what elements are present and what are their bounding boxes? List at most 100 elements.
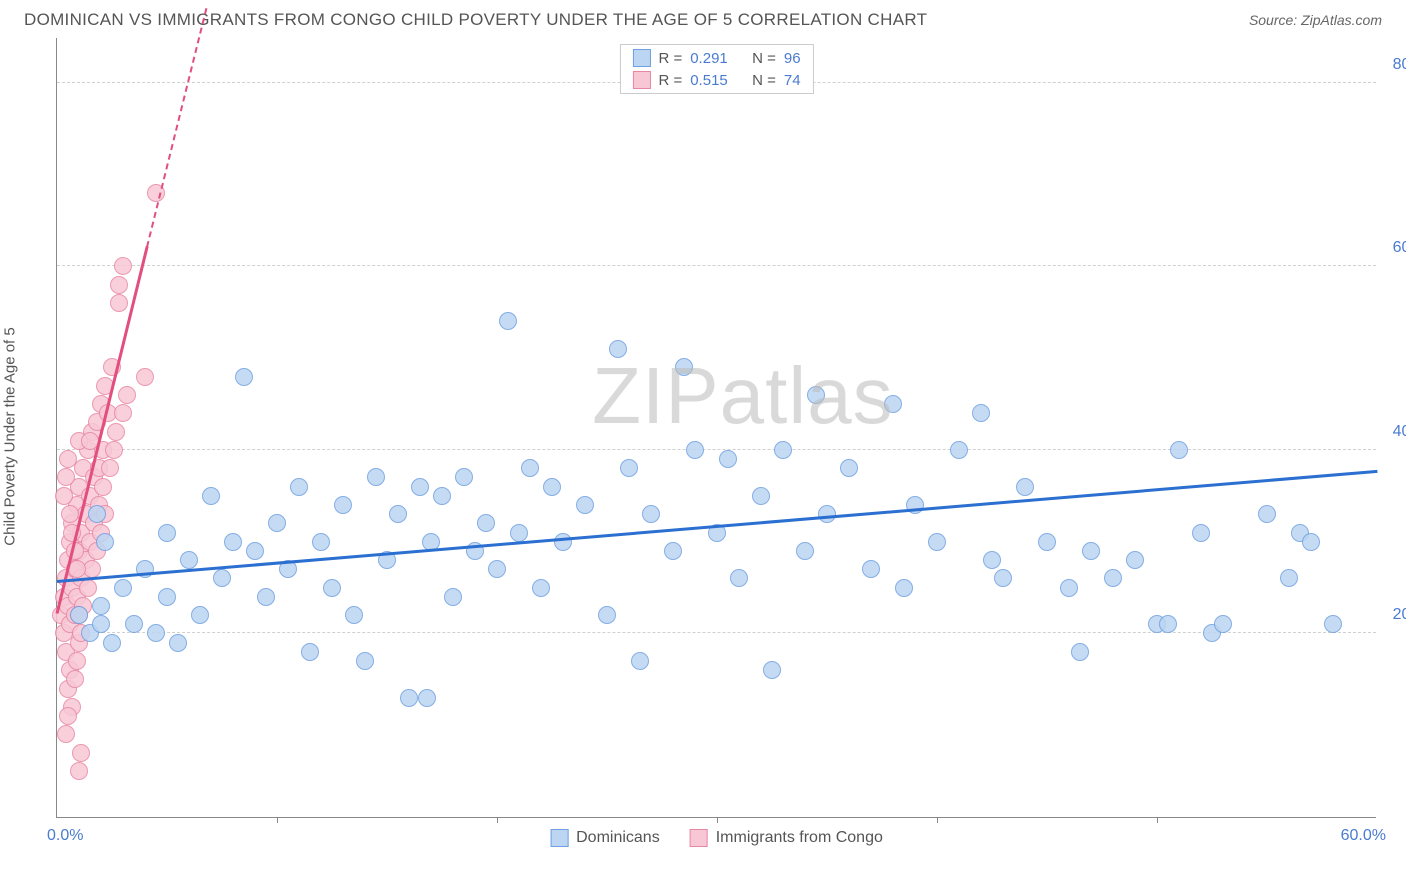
data-point-congo bbox=[68, 652, 86, 670]
data-point-congo bbox=[136, 368, 154, 386]
data-point-dominicans bbox=[356, 652, 374, 670]
data-point-dominicans bbox=[418, 689, 436, 707]
watermark: ZIPatlas bbox=[592, 350, 893, 442]
data-point-congo bbox=[110, 276, 128, 294]
y-tick-label: 20.0% bbox=[1393, 606, 1406, 624]
data-point-dominicans bbox=[96, 533, 114, 551]
x-tick bbox=[717, 817, 718, 823]
data-point-dominicans bbox=[444, 588, 462, 606]
data-point-dominicans bbox=[1159, 615, 1177, 633]
trend-line-dominicans bbox=[57, 470, 1377, 583]
legend-item-congo: Immigrants from Congo bbox=[690, 829, 883, 847]
data-point-dominicans bbox=[191, 606, 209, 624]
data-point-dominicans bbox=[147, 624, 165, 642]
data-point-dominicans bbox=[158, 588, 176, 606]
data-point-dominicans bbox=[92, 615, 110, 633]
y-tick-label: 40.0% bbox=[1393, 423, 1406, 441]
data-point-dominicans bbox=[323, 579, 341, 597]
data-point-dominicans bbox=[334, 496, 352, 514]
stats-row-dominicans: R = 0.291 N = 96 bbox=[620, 47, 812, 69]
data-point-dominicans bbox=[1324, 615, 1342, 633]
swatch-dominicans bbox=[550, 829, 568, 847]
data-point-dominicans bbox=[730, 569, 748, 587]
data-point-dominicans bbox=[1082, 542, 1100, 560]
data-point-dominicans bbox=[1280, 569, 1298, 587]
data-point-dominicans bbox=[631, 652, 649, 670]
swatch-dominicans bbox=[632, 49, 650, 67]
data-point-dominicans bbox=[642, 505, 660, 523]
chart-container: Child Poverty Under the Age of 5 ZIPatla… bbox=[20, 38, 1386, 818]
data-point-congo bbox=[59, 707, 77, 725]
chart-title: DOMINICAN VS IMMIGRANTS FROM CONGO CHILD… bbox=[24, 10, 927, 30]
data-point-dominicans bbox=[576, 496, 594, 514]
data-point-congo bbox=[66, 670, 84, 688]
data-point-dominicans bbox=[609, 340, 627, 358]
data-point-dominicans bbox=[169, 634, 187, 652]
data-point-congo bbox=[107, 423, 125, 441]
stats-row-congo: R = 0.515 N = 74 bbox=[620, 69, 812, 91]
data-point-dominicans bbox=[246, 542, 264, 560]
data-point-dominicans bbox=[983, 551, 1001, 569]
data-point-dominicans bbox=[103, 634, 121, 652]
data-point-dominicans bbox=[345, 606, 363, 624]
trend-line-congo bbox=[56, 246, 149, 614]
data-point-dominicans bbox=[268, 514, 286, 532]
data-point-congo bbox=[55, 487, 73, 505]
data-point-dominicans bbox=[312, 533, 330, 551]
data-point-dominicans bbox=[1258, 505, 1276, 523]
data-point-dominicans bbox=[796, 542, 814, 560]
data-point-congo bbox=[79, 579, 97, 597]
legend-item-dominicans: Dominicans bbox=[550, 829, 660, 847]
data-point-dominicans bbox=[488, 560, 506, 578]
data-point-dominicans bbox=[1071, 643, 1089, 661]
data-point-dominicans bbox=[1038, 533, 1056, 551]
data-point-dominicans bbox=[1302, 533, 1320, 551]
data-point-dominicans bbox=[367, 468, 385, 486]
data-point-dominicans bbox=[389, 505, 407, 523]
data-point-dominicans bbox=[686, 441, 704, 459]
series-legend: Dominicans Immigrants from Congo bbox=[550, 829, 883, 847]
data-point-dominicans bbox=[950, 441, 968, 459]
data-point-dominicans bbox=[180, 551, 198, 569]
data-point-dominicans bbox=[433, 487, 451, 505]
data-point-dominicans bbox=[664, 542, 682, 560]
y-tick-label: 80.0% bbox=[1393, 56, 1406, 74]
data-point-dominicans bbox=[301, 643, 319, 661]
data-point-congo bbox=[105, 441, 123, 459]
data-point-dominicans bbox=[862, 560, 880, 578]
data-point-congo bbox=[61, 505, 79, 523]
y-axis-label: Child Poverty Under the Age of 5 bbox=[2, 327, 19, 545]
data-point-congo bbox=[70, 762, 88, 780]
data-point-dominicans bbox=[202, 487, 220, 505]
data-point-dominicans bbox=[994, 569, 1012, 587]
data-point-dominicans bbox=[114, 579, 132, 597]
data-point-dominicans bbox=[224, 533, 242, 551]
data-point-congo bbox=[72, 744, 90, 762]
data-point-dominicans bbox=[752, 487, 770, 505]
data-point-congo bbox=[101, 459, 119, 477]
data-point-dominicans bbox=[554, 533, 572, 551]
data-point-dominicans bbox=[675, 358, 693, 376]
swatch-congo bbox=[690, 829, 708, 847]
data-point-dominicans bbox=[1016, 478, 1034, 496]
data-point-dominicans bbox=[884, 395, 902, 413]
x-tick bbox=[277, 817, 278, 823]
data-point-congo bbox=[59, 450, 77, 468]
data-point-congo bbox=[114, 404, 132, 422]
data-point-dominicans bbox=[510, 524, 528, 542]
data-point-dominicans bbox=[719, 450, 737, 468]
swatch-congo bbox=[632, 71, 650, 89]
trend-line-dash-congo bbox=[146, 8, 207, 247]
x-tick bbox=[497, 817, 498, 823]
data-point-congo bbox=[114, 257, 132, 275]
data-point-dominicans bbox=[499, 312, 517, 330]
stats-legend: R = 0.291 N = 96 R = 0.515 N = 74 bbox=[619, 44, 813, 94]
data-point-dominicans bbox=[840, 459, 858, 477]
data-point-dominicans bbox=[477, 514, 495, 532]
data-point-dominicans bbox=[290, 478, 308, 496]
data-point-dominicans bbox=[532, 579, 550, 597]
source-attribution: Source: ZipAtlas.com bbox=[1249, 12, 1382, 28]
data-point-dominicans bbox=[213, 569, 231, 587]
data-point-congo bbox=[57, 725, 75, 743]
data-point-dominicans bbox=[411, 478, 429, 496]
